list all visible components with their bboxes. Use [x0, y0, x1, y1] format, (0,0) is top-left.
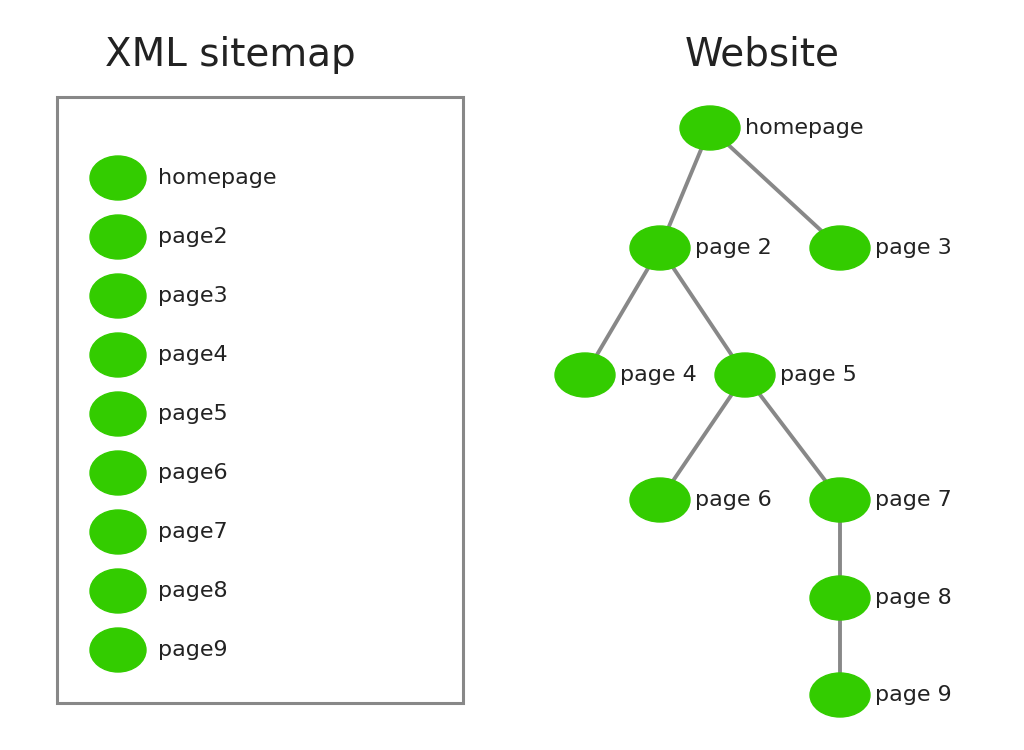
- Text: page 5: page 5: [780, 365, 857, 385]
- Ellipse shape: [715, 353, 775, 397]
- Ellipse shape: [810, 478, 870, 522]
- Text: page9: page9: [158, 640, 227, 660]
- Text: page 7: page 7: [874, 490, 951, 510]
- Ellipse shape: [90, 274, 146, 318]
- Ellipse shape: [630, 226, 690, 270]
- Text: page 3: page 3: [874, 238, 951, 258]
- Ellipse shape: [90, 510, 146, 554]
- Text: Website: Website: [684, 36, 840, 74]
- Ellipse shape: [810, 576, 870, 620]
- Ellipse shape: [630, 478, 690, 522]
- Text: page 8: page 8: [874, 588, 951, 608]
- Text: page 4: page 4: [620, 365, 696, 385]
- Text: page2: page2: [158, 227, 227, 247]
- Text: page 9: page 9: [874, 685, 951, 705]
- Text: page8: page8: [158, 581, 227, 601]
- Text: page5: page5: [158, 404, 227, 424]
- Text: page3: page3: [158, 286, 227, 306]
- Text: homepage: homepage: [745, 118, 863, 138]
- Text: homepage: homepage: [158, 168, 276, 188]
- Ellipse shape: [90, 156, 146, 200]
- Text: page 6: page 6: [695, 490, 772, 510]
- Text: page4: page4: [158, 345, 227, 365]
- Ellipse shape: [680, 106, 740, 150]
- Ellipse shape: [90, 333, 146, 377]
- Ellipse shape: [810, 673, 870, 717]
- Ellipse shape: [555, 353, 615, 397]
- Ellipse shape: [90, 392, 146, 436]
- Text: page7: page7: [158, 522, 227, 542]
- Text: page 2: page 2: [695, 238, 772, 258]
- Ellipse shape: [90, 628, 146, 672]
- Text: page6: page6: [158, 463, 227, 483]
- Bar: [57, 97, 463, 703]
- Text: XML sitemap: XML sitemap: [104, 36, 355, 74]
- Ellipse shape: [90, 215, 146, 259]
- Ellipse shape: [90, 569, 146, 613]
- Ellipse shape: [810, 226, 870, 270]
- Ellipse shape: [90, 451, 146, 495]
